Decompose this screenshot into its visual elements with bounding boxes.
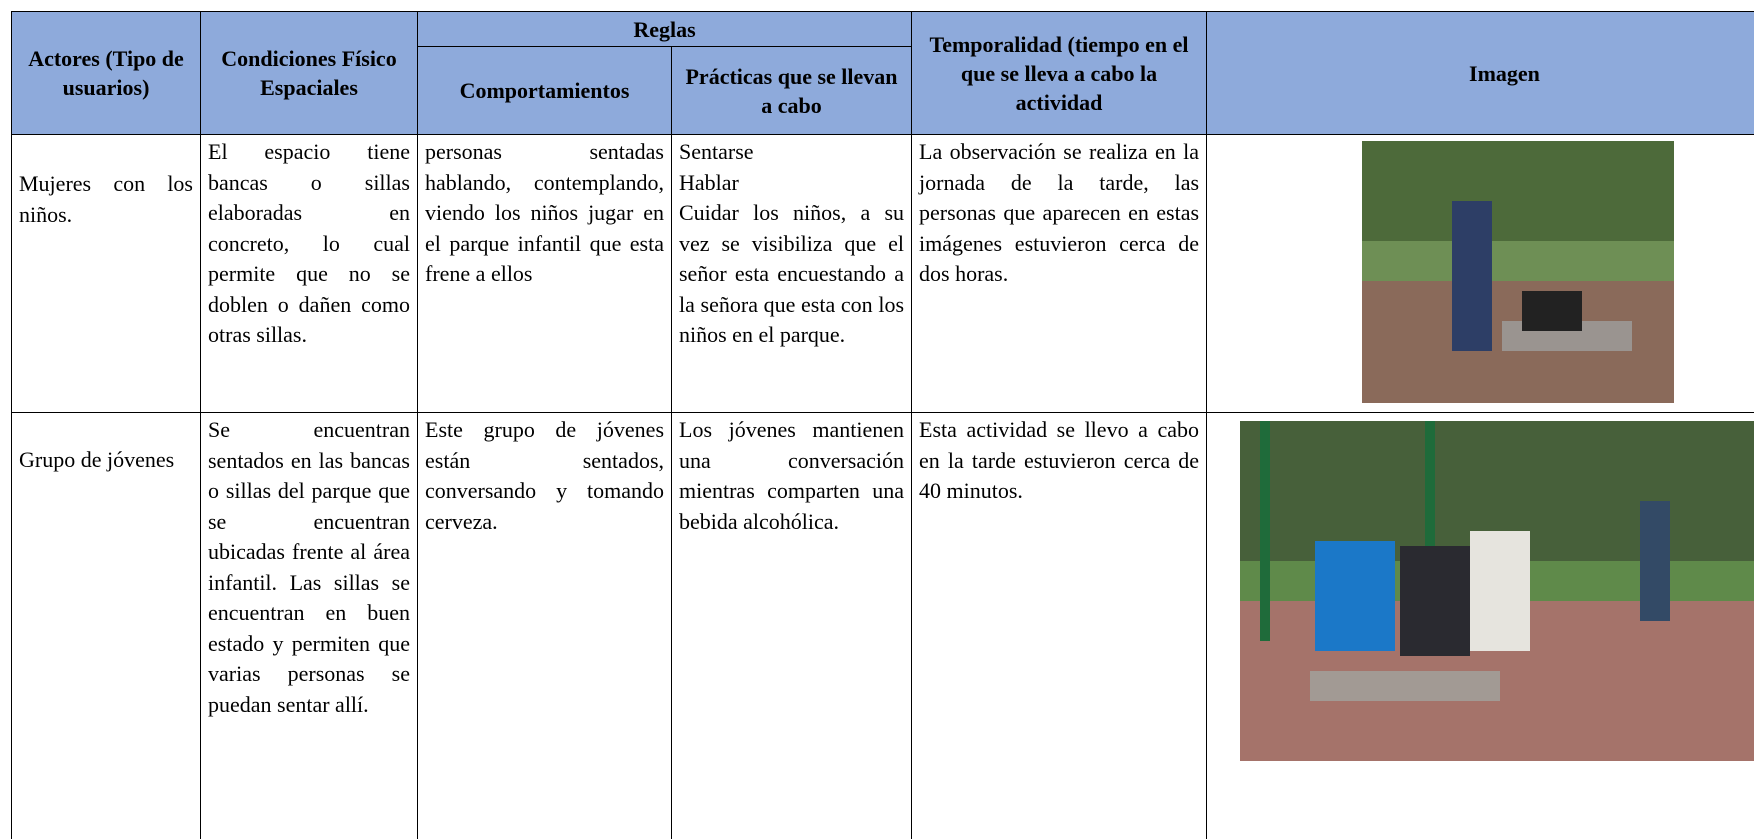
cell: La observación se realiza en la jornada … xyxy=(911,134,1208,413)
image-cell xyxy=(1206,412,1754,839)
cell: Sentarse Hablar Cuidar los niños, a su v… xyxy=(670,134,913,413)
header-cell: Temporalidad (tiempo en el que se lleva … xyxy=(911,11,1208,135)
header-cell: Prácticas que se llevan a cabo xyxy=(670,46,913,135)
header-cell: Condiciones Físico Espaciales xyxy=(200,11,418,135)
observation-table: Actores (Tipo de usuarios) Condiciones F… xyxy=(11,11,1754,839)
image-cell xyxy=(1206,134,1754,413)
photo xyxy=(1362,141,1675,403)
cell: personas sentadas hablando, contemplando… xyxy=(417,134,672,413)
header-cell: Comportamientos xyxy=(417,46,672,135)
cell: Grupo de jóvenes xyxy=(11,412,201,839)
cell: Mujeres con los niños. xyxy=(11,134,201,413)
cell: Los jóvenes mantienen una conversación m… xyxy=(670,412,913,839)
cell: Se encuentran sentados en las bancas o s… xyxy=(200,412,418,839)
header-cell: Imagen xyxy=(1206,11,1754,135)
photo xyxy=(1240,421,1754,761)
header-cell: Actores (Tipo de usuarios) xyxy=(11,11,201,135)
cell: Este grupo de jóvenes están sentados, co… xyxy=(417,412,672,839)
cell: El espacio tiene bancas o sillas elabora… xyxy=(200,134,418,413)
cell: Esta actividad se llevo a cabo en la tar… xyxy=(911,412,1208,839)
header-cell: Reglas xyxy=(416,11,913,47)
